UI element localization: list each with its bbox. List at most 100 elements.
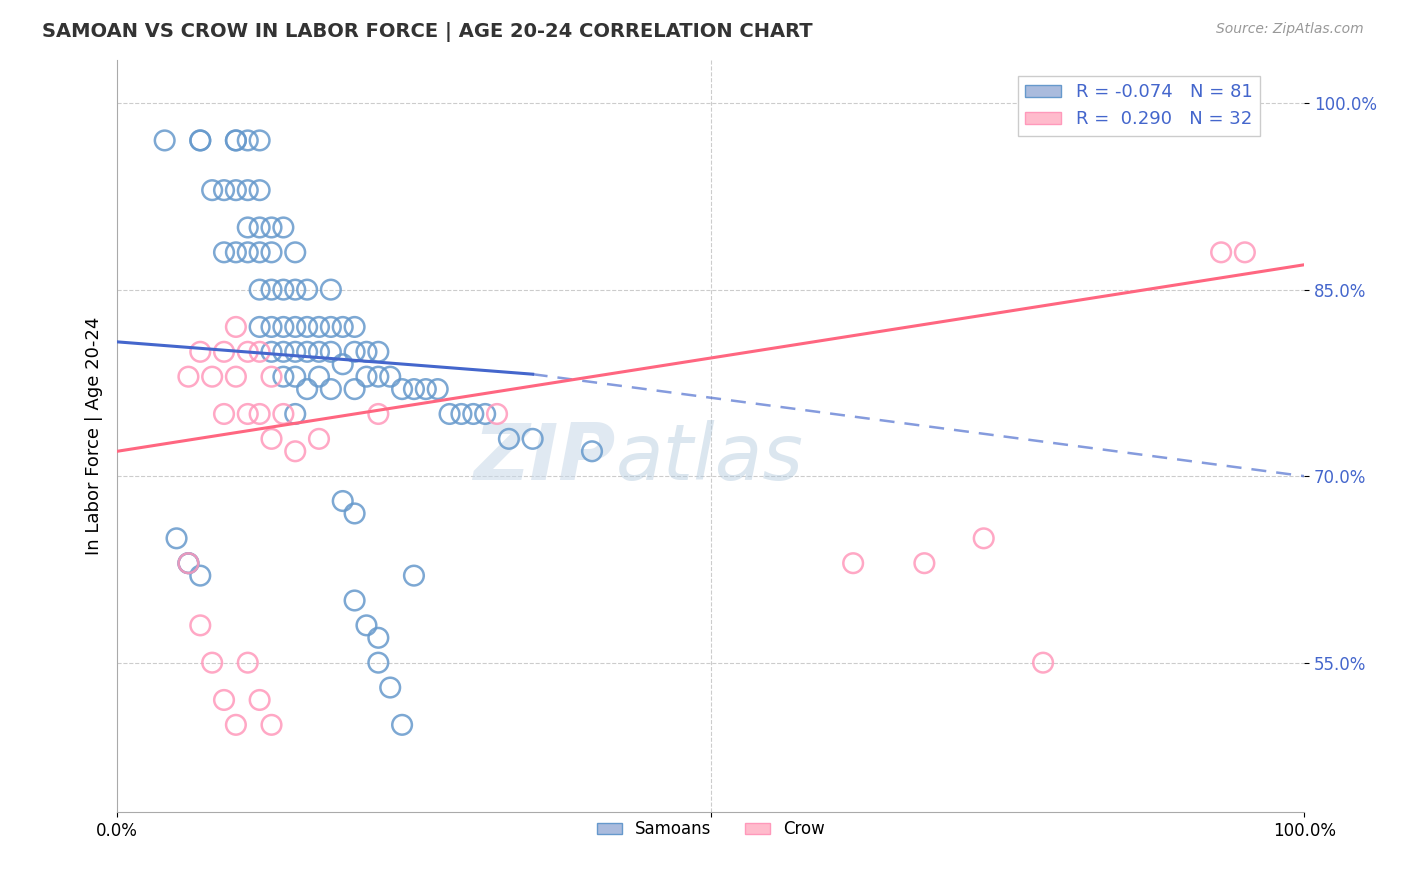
Point (273, 407, 295, 421)
Point (308, 369, 330, 384)
Point (236, 220, 259, 235)
Point (188, 133, 211, 147)
Point (343, 593, 366, 607)
Point (188, 133, 211, 147)
Point (273, 283, 295, 297)
Point (153, 133, 176, 147)
Point (177, 556, 200, 570)
Point (212, 407, 235, 421)
Point (1211, 245, 1233, 260)
Point (973, 531, 995, 545)
Point (273, 344, 295, 359)
Text: ZIP: ZIP (474, 420, 616, 496)
Point (522, 432, 544, 446)
Point (188, 344, 211, 359)
Point (249, 220, 271, 235)
Point (439, 407, 461, 421)
Point (212, 693, 235, 707)
Point (249, 245, 271, 260)
Point (343, 382, 366, 396)
Point (332, 494, 354, 508)
Point (367, 369, 389, 384)
Point (391, 382, 413, 396)
Point (212, 183, 235, 197)
Point (284, 444, 307, 458)
Point (308, 320, 330, 334)
Point (343, 507, 366, 521)
Point (212, 344, 235, 359)
Point (249, 320, 271, 334)
Point (319, 283, 342, 297)
Point (260, 283, 283, 297)
Point (212, 245, 235, 260)
Point (380, 681, 402, 695)
Point (367, 407, 389, 421)
Point (260, 320, 283, 334)
Point (426, 382, 449, 396)
Point (236, 133, 259, 147)
Point (402, 568, 425, 582)
Point (201, 656, 224, 670)
Point (367, 631, 389, 645)
Point (391, 718, 413, 732)
Point (842, 556, 865, 570)
Point (463, 407, 485, 421)
Point (1032, 656, 1054, 670)
Point (581, 444, 603, 458)
Point (332, 357, 354, 371)
Point (343, 320, 366, 334)
Point (367, 656, 389, 670)
Point (260, 718, 283, 732)
Point (284, 407, 307, 421)
Legend: Samoans, Crow: Samoans, Crow (591, 814, 831, 845)
Point (284, 320, 307, 334)
Point (273, 369, 295, 384)
Point (260, 432, 283, 446)
Point (498, 432, 520, 446)
Point (1233, 245, 1256, 260)
Point (415, 382, 437, 396)
Point (295, 344, 318, 359)
Point (236, 656, 259, 670)
Point (284, 283, 307, 297)
Point (249, 133, 271, 147)
Point (284, 369, 307, 384)
Point (236, 407, 259, 421)
Point (225, 133, 247, 147)
Point (188, 618, 211, 632)
Point (308, 432, 330, 446)
Point (332, 320, 354, 334)
Point (225, 245, 247, 260)
Point (912, 556, 935, 570)
Point (295, 382, 318, 396)
Point (225, 133, 247, 147)
Point (273, 320, 295, 334)
Point (225, 183, 247, 197)
Point (249, 344, 271, 359)
Point (284, 245, 307, 260)
Point (225, 320, 247, 334)
Point (260, 344, 283, 359)
Point (260, 245, 283, 260)
Point (236, 344, 259, 359)
Point (273, 220, 295, 235)
Point (260, 369, 283, 384)
Point (284, 344, 307, 359)
Point (343, 344, 366, 359)
Point (402, 382, 425, 396)
Point (225, 369, 247, 384)
Point (201, 183, 224, 197)
Point (356, 369, 378, 384)
Point (295, 283, 318, 297)
Point (249, 283, 271, 297)
Point (474, 407, 496, 421)
Point (260, 220, 283, 235)
Point (188, 568, 211, 582)
Text: atlas: atlas (616, 420, 804, 496)
Point (319, 344, 342, 359)
Y-axis label: In Labor Force | Age 20-24: In Labor Force | Age 20-24 (86, 317, 103, 555)
Point (177, 556, 200, 570)
Point (249, 407, 271, 421)
Point (166, 531, 188, 545)
Point (249, 693, 271, 707)
